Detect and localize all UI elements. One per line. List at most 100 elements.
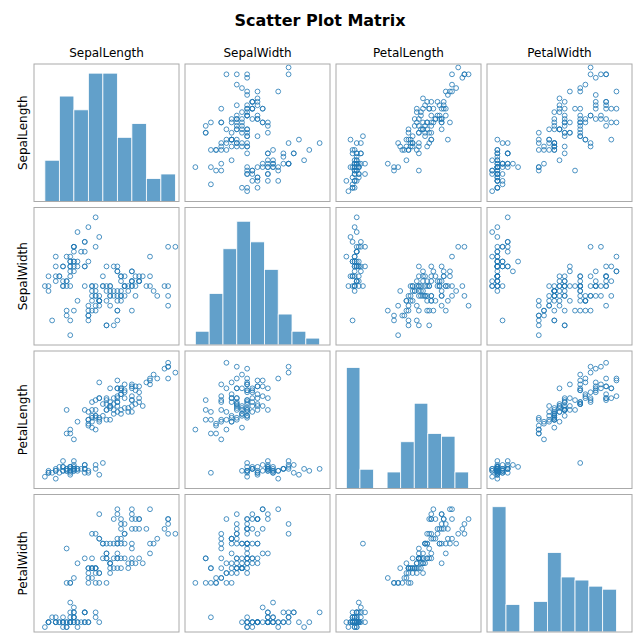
bars (195, 221, 319, 345)
scatter-point (317, 610, 322, 615)
scatter-point (68, 600, 73, 605)
scatter-point (255, 531, 260, 536)
scatter-point (505, 161, 510, 166)
scatter-point (229, 392, 234, 397)
scatter-point (588, 244, 593, 249)
scatter-point (144, 526, 149, 531)
scatter-point (245, 113, 250, 118)
scatter-point (599, 386, 604, 391)
scatter-point (140, 561, 145, 566)
scatter-point (495, 148, 500, 153)
scatter-point (495, 178, 500, 183)
scatter-point (344, 178, 349, 183)
scatter-point (578, 402, 583, 407)
scatter-point (271, 600, 276, 605)
scatter-point (245, 615, 250, 620)
scatter-point (427, 546, 432, 551)
scatter-point (245, 526, 250, 531)
scatter-point (240, 620, 245, 625)
scatter-point (255, 392, 260, 397)
scatter-point (557, 103, 562, 108)
scatter-point (552, 289, 557, 294)
scatter-point (229, 137, 234, 142)
scatter-point (224, 427, 229, 432)
scatter-point (255, 408, 260, 413)
scatter-point (547, 303, 552, 308)
scatter-point (578, 289, 583, 294)
scatter-point (439, 522, 444, 527)
scatter-point (151, 372, 156, 377)
scatter-point (435, 284, 440, 289)
scatter-point (166, 376, 171, 381)
scatter-point (255, 517, 260, 522)
scatter-point (567, 269, 572, 274)
scatter-point (245, 382, 250, 387)
scatter-point (53, 274, 58, 279)
scatter-point (510, 269, 515, 274)
chart-container: Scatter Plot MatrixSepalLengthSepalWidth… (0, 0, 640, 640)
scatter-point (562, 308, 567, 313)
scatter-point (151, 289, 156, 294)
scatter-point (224, 127, 229, 132)
scatter-point (79, 249, 84, 254)
scatter-point (490, 254, 495, 259)
scatter-point (122, 284, 127, 289)
scatter-point (542, 437, 547, 442)
scatter-point (593, 117, 598, 122)
scatter-point (255, 378, 260, 383)
scatter-point (593, 390, 598, 395)
scatter-point (229, 536, 234, 541)
scatter-point (229, 137, 234, 142)
scatter-point (297, 137, 302, 142)
scatter-point (567, 264, 572, 269)
scatter-point (129, 269, 134, 274)
scatter-point (408, 580, 413, 585)
scatter-panel (487, 208, 632, 346)
scatter-point (240, 541, 245, 546)
scatter-point (119, 541, 124, 546)
scatter-point (97, 298, 102, 303)
scatter-point (115, 556, 120, 561)
scatter-point (552, 425, 557, 430)
panel-frame (336, 351, 481, 489)
scatter-point (255, 620, 260, 625)
scatter-point (245, 556, 250, 561)
scatter-point (68, 620, 73, 625)
scatter-point (462, 72, 467, 77)
scatter-point (265, 151, 270, 156)
scatter-point (557, 96, 562, 101)
scatter-point (104, 556, 109, 561)
scatter-point (245, 546, 250, 551)
scatter-point (408, 293, 413, 298)
scatter-point (562, 323, 567, 328)
scatter-point (583, 120, 588, 125)
points (193, 65, 322, 194)
scatter-point (350, 148, 355, 153)
scatter-point (255, 620, 260, 625)
scatter-point (104, 264, 109, 269)
scatter-point (115, 512, 120, 517)
scatter-point (599, 284, 604, 289)
scatter-point (562, 113, 567, 118)
scatter-point (495, 178, 500, 183)
scatter-point (352, 289, 357, 294)
scatter-point (354, 230, 359, 235)
scatter-point (104, 298, 109, 303)
scatter-point (224, 571, 229, 576)
scatter-point (552, 293, 557, 298)
scatter-point (495, 269, 500, 274)
scatter-point (245, 113, 250, 118)
scatter-point (431, 308, 436, 313)
scatter-point (129, 279, 134, 284)
scatter-point (245, 551, 250, 556)
scatter-point (245, 556, 250, 561)
scatter-point (536, 298, 541, 303)
scatter-point (229, 561, 234, 566)
scatter-point (562, 274, 567, 279)
scatter-point (255, 468, 260, 473)
points (344, 507, 471, 630)
histogram-bar (88, 73, 103, 201)
scatter-point (245, 72, 250, 77)
scatter-point (291, 151, 296, 156)
scatter-point (348, 235, 353, 240)
